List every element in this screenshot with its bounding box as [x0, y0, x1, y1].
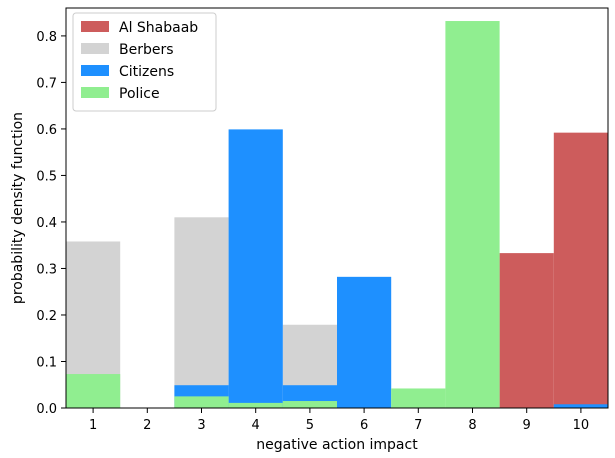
- bar: [174, 396, 229, 408]
- y-tick-label: 0.3: [36, 262, 57, 277]
- x-tick-label: 9: [523, 418, 531, 433]
- bar: [228, 402, 283, 408]
- bar: [66, 374, 121, 408]
- x-axis: 1 2 3 4 5 6 7 8 9 10: [89, 408, 589, 433]
- bar: [228, 129, 283, 408]
- bar: [553, 404, 608, 408]
- x-tick-label: 6: [360, 418, 368, 433]
- y-axis: 0.0 0.1 0.2 0.3 0.4 0.5 0.6 0.7 0.8: [36, 30, 66, 417]
- bar: [553, 132, 608, 408]
- x-tick-label: 8: [468, 418, 476, 433]
- x-axis-label: negative action impact: [256, 437, 418, 453]
- bar: [391, 388, 446, 408]
- legend-swatch: [81, 43, 109, 54]
- x-tick-label: 7: [414, 418, 422, 433]
- legend-label: Citizens: [119, 64, 174, 80]
- x-tick-label: 3: [197, 418, 205, 433]
- legend-swatch: [81, 21, 109, 32]
- y-tick-label: 0.0: [36, 402, 57, 417]
- x-tick-label: 1: [89, 418, 97, 433]
- legend-label: Al Shabaab: [119, 20, 198, 36]
- bar: [499, 253, 554, 408]
- y-tick-label: 0.2: [36, 309, 57, 324]
- y-tick-label: 0.6: [36, 123, 57, 138]
- y-tick-label: 0.1: [36, 355, 57, 370]
- x-tick-label: 10: [573, 418, 590, 433]
- x-tick-label: 2: [143, 418, 151, 433]
- legend-box: [72, 12, 217, 112]
- legend-swatch: [81, 65, 109, 76]
- y-tick-label: 0.7: [36, 76, 57, 91]
- plot-frame: [65, 7, 609, 409]
- legend: Al Shabaab Berbers Citizens Police: [72, 12, 217, 112]
- legend-swatch: [81, 87, 109, 98]
- bar: [337, 276, 392, 408]
- x-tick-label: 4: [252, 418, 260, 433]
- bar: [174, 217, 229, 408]
- legend-label: Police: [119, 86, 160, 102]
- bars-layer: [66, 21, 608, 409]
- y-axis-label: probability density function: [10, 112, 26, 304]
- bar: [282, 401, 337, 408]
- bar: [445, 21, 500, 409]
- y-tick-label: 0.8: [36, 30, 57, 45]
- x-tick-label: 5: [306, 418, 314, 433]
- y-tick-label: 0.5: [36, 169, 57, 184]
- y-tick-label: 0.4: [36, 216, 57, 231]
- legend-label: Berbers: [119, 42, 174, 58]
